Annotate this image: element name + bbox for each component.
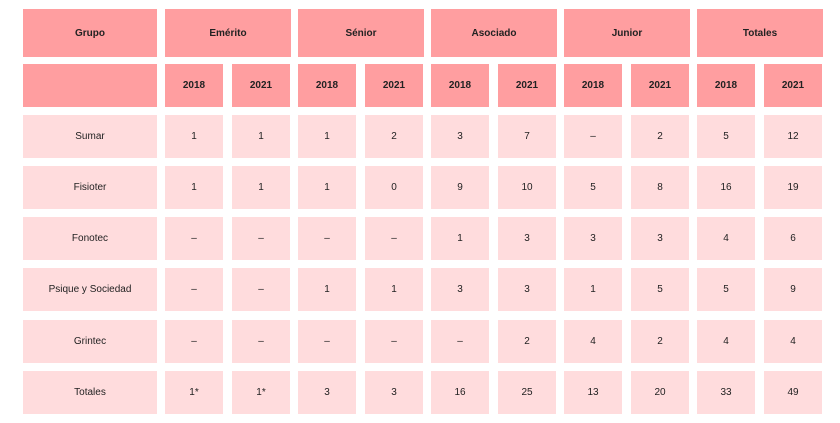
table-cell: 4 bbox=[697, 320, 755, 363]
table-cell: 3 bbox=[298, 371, 356, 414]
table-cell: 25 bbox=[498, 371, 556, 414]
table-cell: 2 bbox=[631, 320, 689, 363]
table-cell: 3 bbox=[631, 217, 689, 260]
table-cell: 16 bbox=[697, 166, 755, 209]
table-cell: 13 bbox=[564, 371, 622, 414]
row-group-name: Totales bbox=[23, 371, 157, 414]
table-cell: 6 bbox=[764, 217, 822, 260]
header-category: Emérito bbox=[165, 9, 291, 57]
table-cell: 5 bbox=[697, 115, 755, 158]
table-cell: 33 bbox=[697, 371, 755, 414]
table-cell: 5 bbox=[564, 166, 622, 209]
table-cell: 3 bbox=[431, 115, 489, 158]
table-cell: – bbox=[298, 320, 356, 363]
row-group-name: Sumar bbox=[23, 115, 157, 158]
table-cell: 1 bbox=[365, 268, 423, 311]
table-cell: 3 bbox=[564, 217, 622, 260]
header-year: 2021 bbox=[232, 64, 290, 107]
table-cell: 20 bbox=[631, 371, 689, 414]
table-cell: 0 bbox=[365, 166, 423, 209]
header-year: 2021 bbox=[498, 64, 556, 107]
table-cell: 7 bbox=[498, 115, 556, 158]
table-cell: – bbox=[232, 268, 290, 311]
row-group-name: Fonotec bbox=[23, 217, 157, 260]
row-group-name: Fisioter bbox=[23, 166, 157, 209]
table-cell: 3 bbox=[498, 268, 556, 311]
header-empty-cell bbox=[23, 64, 157, 107]
table-cell: – bbox=[298, 217, 356, 260]
table-cell: 3 bbox=[365, 371, 423, 414]
table-cell: – bbox=[431, 320, 489, 363]
header-year: 2021 bbox=[631, 64, 689, 107]
table-cell: 2 bbox=[631, 115, 689, 158]
table-cell: – bbox=[165, 268, 223, 311]
table-cell: – bbox=[165, 217, 223, 260]
table-cell: 2 bbox=[365, 115, 423, 158]
table-cell: 1 bbox=[232, 166, 290, 209]
table-cell: 1 bbox=[165, 115, 223, 158]
table-cell: 1 bbox=[165, 166, 223, 209]
table-cell: – bbox=[232, 320, 290, 363]
table-cell: 49 bbox=[764, 371, 822, 414]
table-cell: 3 bbox=[431, 268, 489, 311]
header-category: Asociado bbox=[431, 9, 557, 57]
table-cell: 9 bbox=[764, 268, 822, 311]
header-year: 2018 bbox=[697, 64, 755, 107]
table-cell: 5 bbox=[697, 268, 755, 311]
table-cell: 4 bbox=[564, 320, 622, 363]
table-cell: 4 bbox=[697, 217, 755, 260]
table-cell: 1 bbox=[298, 115, 356, 158]
table-cell: 1 bbox=[298, 166, 356, 209]
table-cell: 9 bbox=[431, 166, 489, 209]
table-cell: – bbox=[365, 320, 423, 363]
table-cell: 1 bbox=[232, 115, 290, 158]
table-cell: 19 bbox=[764, 166, 822, 209]
table-cell: 4 bbox=[764, 320, 822, 363]
table-cell: 1 bbox=[564, 268, 622, 311]
header-category: Sénior bbox=[298, 9, 424, 57]
table-cell: 1* bbox=[165, 371, 223, 414]
table-cell: – bbox=[165, 320, 223, 363]
table-cell: 8 bbox=[631, 166, 689, 209]
table-cell: 3 bbox=[498, 217, 556, 260]
table-cell: 10 bbox=[498, 166, 556, 209]
header-year: 2018 bbox=[564, 64, 622, 107]
header-year: 2018 bbox=[165, 64, 223, 107]
table-cell: 5 bbox=[631, 268, 689, 311]
row-group-name: Psique y Sociedad bbox=[23, 268, 157, 311]
header-category: Totales bbox=[697, 9, 823, 57]
table-cell: – bbox=[232, 217, 290, 260]
row-group-name: Grintec bbox=[23, 320, 157, 363]
table-cell: 1 bbox=[431, 217, 489, 260]
table-cell: 2 bbox=[498, 320, 556, 363]
header-group-label: Grupo bbox=[23, 9, 157, 57]
header-year: 2018 bbox=[298, 64, 356, 107]
table-cell: 1* bbox=[232, 371, 290, 414]
table-cell: 12 bbox=[764, 115, 822, 158]
header-year: 2021 bbox=[365, 64, 423, 107]
header-category: Junior bbox=[564, 9, 690, 57]
table-cell: – bbox=[365, 217, 423, 260]
table-cell: – bbox=[564, 115, 622, 158]
table-cell: 16 bbox=[431, 371, 489, 414]
table-cell: 1 bbox=[298, 268, 356, 311]
header-year: 2018 bbox=[431, 64, 489, 107]
header-year: 2021 bbox=[764, 64, 822, 107]
